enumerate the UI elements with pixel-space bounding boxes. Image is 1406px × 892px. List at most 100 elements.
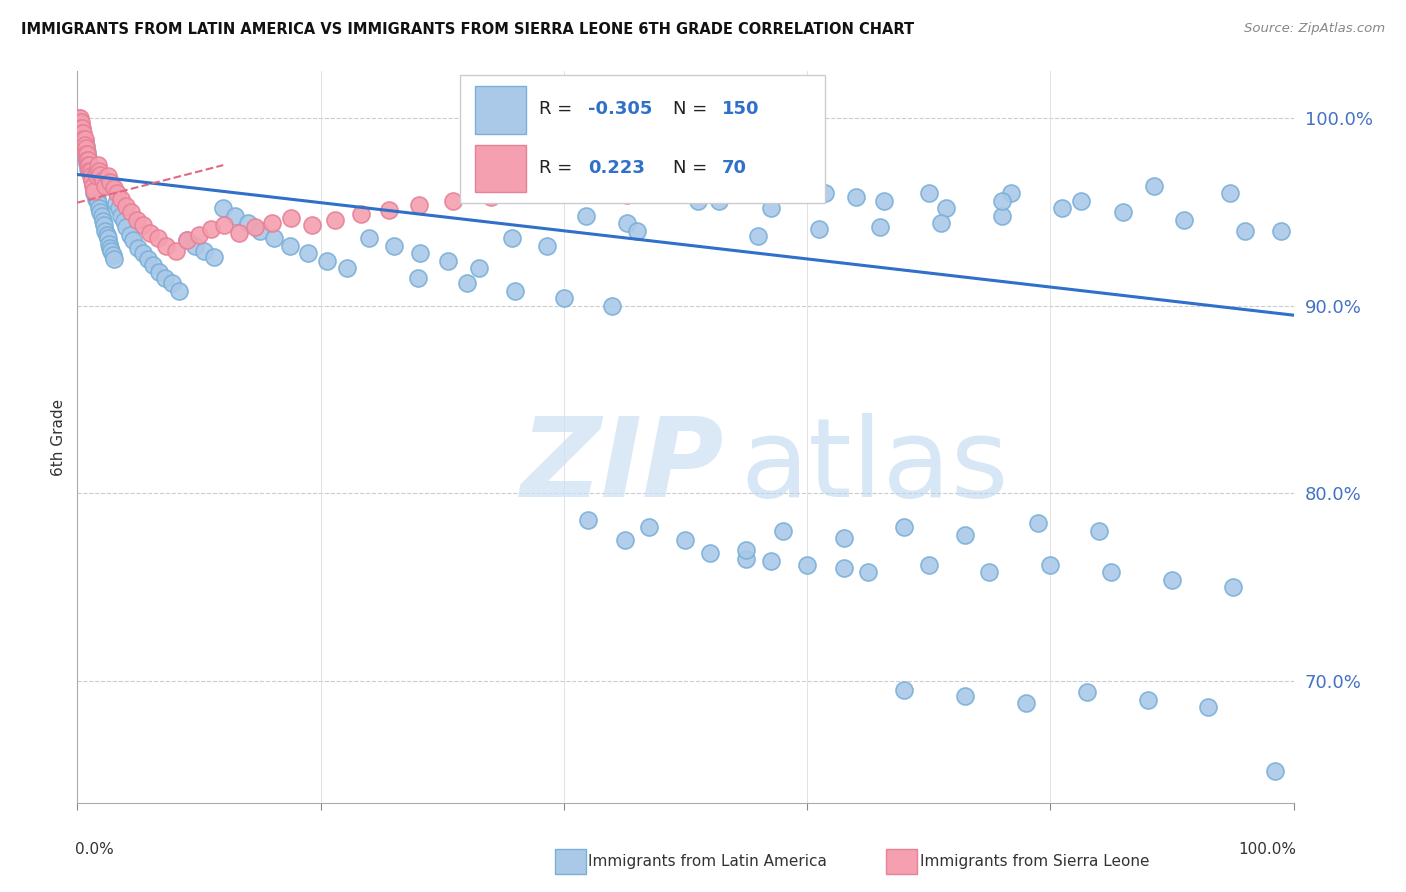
Point	[83, 186, 105, 201]
Point	[176, 233, 198, 247]
Point	[1143, 178, 1166, 193]
Point	[125, 212, 148, 227]
Point	[1026, 516, 1049, 531]
Point	[82, 178, 104, 193]
Point	[297, 246, 319, 260]
Point	[263, 231, 285, 245]
Point	[730, 178, 752, 193]
Point	[77, 158, 100, 172]
Point	[377, 203, 399, 218]
Point	[616, 216, 638, 230]
Point	[80, 173, 103, 187]
Point	[80, 173, 103, 187]
Point	[107, 186, 129, 201]
Point	[536, 239, 558, 253]
Point	[84, 186, 107, 201]
Point	[70, 120, 93, 135]
Point	[70, 124, 93, 138]
Point	[76, 151, 98, 165]
Point	[893, 683, 915, 698]
Point	[70, 126, 93, 140]
Point	[77, 161, 100, 176]
Point	[73, 139, 96, 153]
Point	[280, 211, 302, 225]
Text: Immigrants from Sierra Leone: Immigrants from Sierra Leone	[920, 855, 1149, 869]
Point	[87, 158, 110, 172]
Point	[103, 180, 125, 194]
Text: N =: N =	[673, 159, 713, 177]
FancyBboxPatch shape	[460, 75, 825, 203]
Text: ZIP: ZIP	[522, 413, 724, 520]
Point	[73, 134, 96, 148]
Bar	[475, 86, 526, 134]
Point	[212, 201, 235, 215]
Point	[382, 239, 405, 253]
Point	[77, 153, 100, 167]
Point	[83, 185, 105, 199]
Point	[929, 216, 952, 230]
Point	[118, 227, 141, 242]
Point	[75, 139, 97, 153]
Point	[136, 252, 159, 266]
Point	[576, 513, 599, 527]
Point	[699, 546, 721, 560]
Point	[467, 261, 489, 276]
Point	[69, 112, 91, 126]
Point	[832, 532, 855, 546]
Point	[89, 168, 111, 182]
Point	[122, 233, 145, 247]
Point	[522, 185, 544, 199]
Point	[814, 186, 837, 201]
Point	[165, 244, 187, 259]
Point	[709, 194, 731, 208]
Point	[79, 158, 101, 172]
Point	[1197, 700, 1219, 714]
Point	[80, 161, 103, 176]
Point	[70, 132, 93, 146]
Point	[98, 241, 121, 255]
Point	[91, 214, 114, 228]
Point	[301, 218, 323, 232]
Point	[112, 214, 135, 228]
Point	[408, 197, 430, 211]
Point	[73, 132, 96, 146]
Point	[72, 130, 94, 145]
Point	[169, 284, 191, 298]
Point	[832, 561, 855, 575]
Point	[1052, 201, 1074, 215]
Point	[501, 231, 523, 245]
Point	[94, 178, 117, 193]
Point	[115, 199, 138, 213]
Point	[184, 239, 207, 253]
Point	[661, 186, 683, 201]
Point	[73, 145, 96, 159]
Point	[83, 180, 105, 194]
Point	[70, 124, 93, 138]
Point	[856, 565, 879, 579]
Point	[75, 147, 97, 161]
Point	[953, 689, 976, 703]
Y-axis label: 6th Grade: 6th Grade	[51, 399, 66, 475]
Point	[200, 222, 222, 236]
Point	[76, 156, 98, 170]
Point	[808, 222, 831, 236]
Point	[72, 126, 94, 140]
Point	[76, 147, 98, 161]
Point	[79, 161, 101, 176]
Point	[110, 192, 132, 206]
Point	[1264, 764, 1286, 778]
Point	[96, 227, 118, 242]
Point	[260, 216, 283, 230]
Point	[67, 115, 90, 129]
Point	[918, 186, 941, 201]
Point	[228, 226, 250, 240]
Point	[1173, 212, 1195, 227]
Point	[441, 194, 464, 208]
Text: R =: R =	[540, 159, 585, 177]
Point	[671, 182, 693, 196]
Point	[1076, 685, 1098, 699]
Point	[79, 163, 101, 178]
Point	[105, 195, 128, 210]
Point	[73, 137, 96, 152]
Point	[94, 224, 117, 238]
